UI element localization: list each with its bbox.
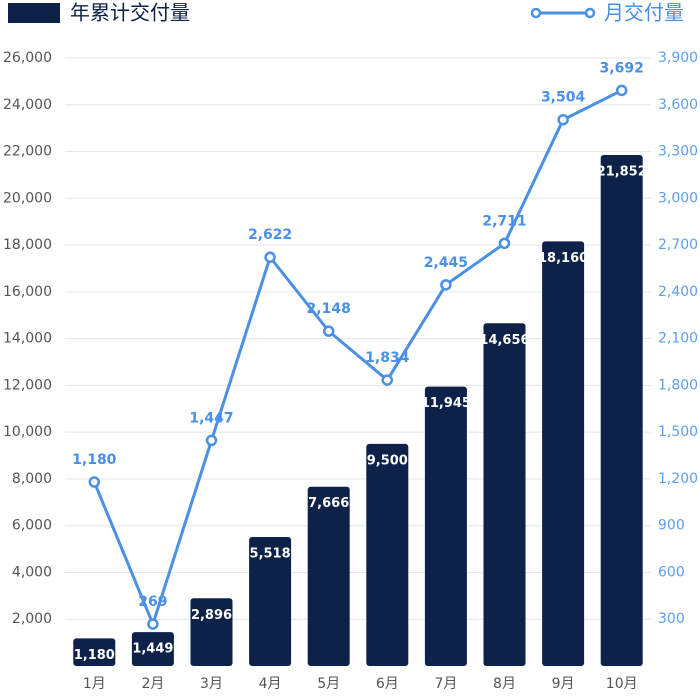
x-tick-label: 9月	[552, 676, 575, 692]
x-tick-label: 4月	[259, 676, 282, 692]
legend-marker	[584, 7, 596, 19]
bar	[307, 486, 350, 666]
y-tick-label: 12,000	[3, 377, 52, 393]
legend-label: 月交付量	[604, 1, 684, 25]
y-tick-label: 26,000	[3, 50, 52, 66]
x-tick-label: 10月	[606, 676, 638, 692]
y2-tick-label: 300	[658, 611, 685, 627]
x-tick-label: 3月	[200, 676, 223, 692]
y2-tick-label: 2,400	[658, 284, 698, 300]
bar-value-label: 5,518	[250, 546, 291, 561]
y-tick-label: 2,000	[12, 611, 52, 627]
bar-value-label: 11,945	[421, 396, 471, 411]
legend-swatch-bar	[8, 3, 60, 23]
bar	[424, 386, 467, 666]
y2-tick-label: 3,900	[658, 50, 698, 66]
y2-tick-label: 2,100	[658, 331, 698, 347]
bar-value-label: 1,180	[74, 648, 115, 663]
line-marker	[381, 374, 394, 386]
y2-tick-label: 1,500	[658, 424, 698, 440]
y-tick-label: 18,000	[3, 237, 52, 253]
legend-swatch-line	[530, 7, 596, 19]
line-value-label: 2,711	[482, 213, 526, 229]
bar-value-label: 2,896	[191, 608, 232, 623]
y2-tick-label: 3,300	[658, 144, 698, 160]
x-tick-label: 5月	[317, 676, 340, 692]
bar	[131, 632, 174, 666]
line-value-label: 2,148	[307, 301, 351, 317]
bar-value-label: 7,666	[308, 496, 349, 511]
bar-value-label: 9,500	[367, 453, 408, 468]
y2-tick-label: 600	[658, 564, 685, 580]
x-tick-label: 6月	[376, 676, 399, 692]
line-value-label: 269	[138, 594, 167, 610]
bar-value-label: 14,656	[479, 333, 529, 348]
y-tick-label: 22,000	[3, 144, 52, 160]
bar-value-label: 1,449	[132, 642, 173, 657]
y-tick-label: 4,000	[12, 564, 52, 580]
y2-tick-label: 1,800	[658, 377, 698, 393]
y2-tick-label: 3,600	[658, 97, 698, 113]
line-marker	[557, 113, 569, 126]
y2-tick-label: 1,200	[658, 471, 698, 487]
y-tick-label: 6,000	[12, 518, 52, 534]
legend-label: 年累计交付量	[70, 1, 190, 25]
line-value-label: 1,180	[72, 452, 117, 468]
y-tick-label: 24,000	[3, 97, 52, 113]
bar	[542, 241, 585, 666]
line-value-label: 1,447	[189, 410, 233, 426]
line-marker	[322, 325, 335, 337]
bar	[600, 154, 643, 666]
bar-value-label: 18,160	[538, 251, 588, 266]
line-marker	[88, 476, 101, 488]
bar-value-label: 21,852	[597, 164, 647, 179]
line-value-label: 2,622	[248, 227, 292, 243]
x-tick-label: 1月	[83, 676, 106, 692]
bar	[483, 323, 526, 666]
y-tick-label: 8,000	[12, 471, 52, 487]
legend-marker	[530, 7, 542, 19]
line-marker	[147, 618, 159, 630]
line-value-label: 3,504	[541, 90, 586, 106]
x-tick-label: 8月	[493, 676, 516, 692]
line-marker	[264, 251, 276, 263]
y-tick-label: 14,000	[3, 331, 52, 347]
line-marker	[205, 434, 218, 447]
line-marker	[440, 279, 452, 291]
y2-tick-label: 3,000	[658, 190, 698, 206]
y2-tick-label: 900	[658, 518, 685, 534]
x-tick-label: 2月	[141, 676, 164, 692]
line-value-label: 1,834	[365, 350, 410, 366]
bar	[73, 638, 116, 666]
bar	[366, 443, 409, 666]
bar	[190, 598, 233, 666]
bar	[249, 536, 292, 666]
line-value-label: 3,692	[600, 60, 644, 76]
x-tick-label: 7月	[434, 676, 457, 692]
line	[92, 89, 623, 629]
y-tick-label: 20,000	[3, 190, 52, 206]
y-tick-label: 10,000	[3, 424, 52, 440]
line-marker	[615, 84, 628, 97]
line-marker	[498, 237, 511, 250]
line-value-label: 2,445	[424, 255, 468, 271]
y-tick-label: 16,000	[3, 284, 52, 300]
y2-tick-label: 2,700	[658, 237, 698, 253]
